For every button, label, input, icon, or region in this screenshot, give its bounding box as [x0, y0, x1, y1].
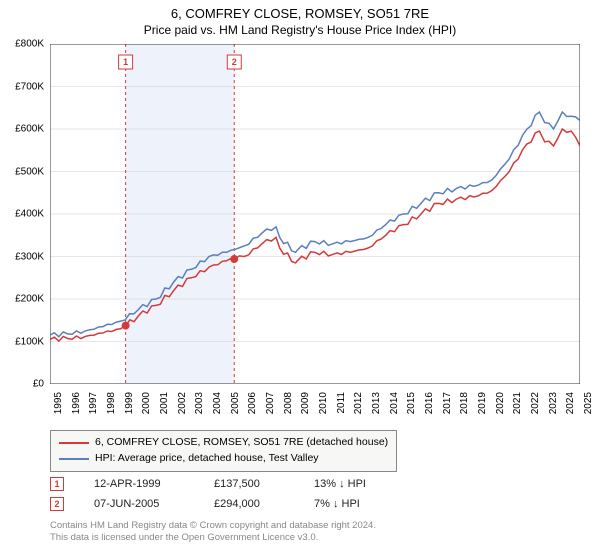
- x-tick-label: 2016: [424, 392, 435, 414]
- legend-line-swatch: [59, 442, 89, 444]
- sale-row: 2 07-JUN-2005 £294,000 7% ↓ HPI: [50, 494, 394, 514]
- x-tick-label: 2011: [336, 392, 347, 414]
- legend-line-swatch: [59, 458, 89, 460]
- x-tick-label: 2015: [406, 392, 417, 414]
- y-tick-label: £400K: [15, 209, 44, 220]
- x-tick-label: 2010: [318, 392, 329, 414]
- x-tick-label: 2002: [177, 392, 188, 414]
- x-tick-label: 1998: [106, 392, 117, 414]
- legend-label: 6, COMFREY CLOSE, ROMSEY, SO51 7RE (deta…: [95, 435, 388, 451]
- sale-hpi: 7% ↓ HPI: [314, 498, 394, 510]
- chart-svg: 12: [50, 44, 580, 384]
- sale-price: £137,500: [214, 478, 284, 490]
- x-tick-label: 2012: [353, 392, 364, 414]
- y-tick-label: £600K: [15, 124, 44, 135]
- x-tick-label: 2024: [565, 392, 576, 414]
- x-tick-label: 2020: [495, 392, 506, 414]
- x-tick-label: 2019: [477, 392, 488, 414]
- legend: 6, COMFREY CLOSE, ROMSEY, SO51 7RE (deta…: [50, 430, 397, 472]
- x-tick-label: 2004: [212, 392, 223, 414]
- x-tick-label: 2009: [300, 392, 311, 414]
- y-tick-label: £200K: [15, 294, 44, 305]
- x-tick-label: 1999: [124, 392, 135, 414]
- x-tick-label: 2023: [548, 392, 559, 414]
- legend-item: HPI: Average price, detached house, Test…: [59, 451, 388, 467]
- legend-item: 6, COMFREY CLOSE, ROMSEY, SO51 7RE (deta…: [59, 435, 388, 451]
- x-tick-label: 1995: [53, 392, 64, 414]
- x-tick-label: 2005: [230, 392, 241, 414]
- title-block: 6, COMFREY CLOSE, ROMSEY, SO51 7RE Price…: [0, 0, 600, 39]
- sale-data-table: 1 12-APR-1999 £137,500 13% ↓ HPI 2 07-JUN-200…: [50, 474, 394, 514]
- title-subtitle: Price paid vs. HM Land Registry's House …: [0, 23, 600, 37]
- y-tick-label: £300K: [15, 251, 44, 262]
- y-tick-label: £800K: [15, 39, 44, 50]
- footer: Contains HM Land Registry data © Crown c…: [50, 520, 376, 545]
- sale-date: 07-JUN-2005: [94, 498, 184, 510]
- x-tick-label: 2008: [283, 392, 294, 414]
- x-tick-label: 2025: [583, 392, 594, 414]
- x-tick-label: 2000: [141, 392, 152, 414]
- x-axis: 1995 1996 1997 1998 1999 2000 2001 2002 2003 2004…: [50, 386, 580, 426]
- sale-row: 1 12-APR-1999 £137,500 13% ↓ HPI: [50, 474, 394, 494]
- y-tick-label: £700K: [15, 81, 44, 92]
- y-axis: £0£100K£200K£300K£400K£500K£600K£700K£80…: [0, 44, 48, 384]
- x-tick-label: 2013: [371, 392, 382, 414]
- x-tick-label: 2018: [459, 392, 470, 414]
- sale-price: £294,000: [214, 498, 284, 510]
- title-address: 6, COMFREY CLOSE, ROMSEY, SO51 7RE: [0, 6, 600, 21]
- x-tick-label: 2014: [389, 392, 400, 414]
- y-tick-label: £100K: [15, 336, 44, 347]
- x-tick-label: 1996: [71, 392, 82, 414]
- x-tick-label: 2017: [442, 392, 453, 414]
- chart-container: 6, COMFREY CLOSE, ROMSEY, SO51 7RE Price…: [0, 0, 600, 560]
- sale-date: 12-APR-1999: [94, 478, 184, 490]
- footer-line2: This data is licensed under the Open Gov…: [50, 532, 376, 544]
- y-tick-label: £0: [33, 379, 44, 390]
- x-tick-label: 2021: [512, 392, 523, 414]
- footer-line1: Contains HM Land Registry data © Crown c…: [50, 520, 376, 532]
- x-tick-label: 2007: [265, 392, 276, 414]
- x-tick-label: 2003: [194, 392, 205, 414]
- x-tick-label: 2001: [159, 392, 170, 414]
- sale-marker-box: 1: [50, 477, 64, 491]
- y-tick-label: £500K: [15, 166, 44, 177]
- sale-hpi: 13% ↓ HPI: [314, 478, 394, 490]
- chart-plot-area: 12: [50, 44, 580, 384]
- legend-label: HPI: Average price, detached house, Test…: [95, 451, 319, 467]
- x-tick-label: 2006: [247, 392, 258, 414]
- sale-marker-box: 2: [50, 497, 64, 511]
- svg-text:1: 1: [123, 57, 128, 67]
- svg-text:2: 2: [232, 57, 237, 67]
- x-tick-label: 2022: [530, 392, 541, 414]
- x-tick-label: 1997: [88, 392, 99, 414]
